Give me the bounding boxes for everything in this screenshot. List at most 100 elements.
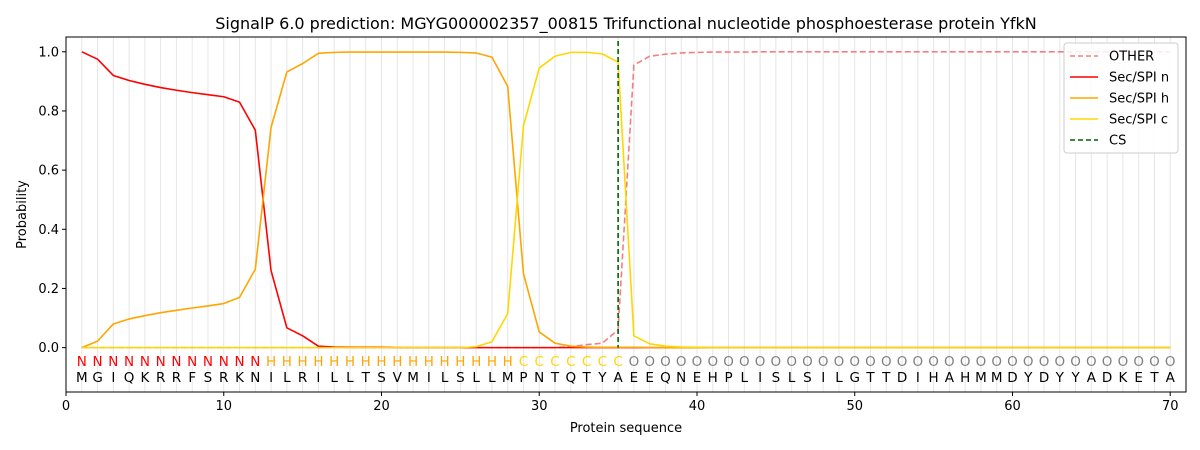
region-label: N bbox=[250, 354, 260, 370]
sequence-residue: K bbox=[235, 370, 245, 386]
sequence-residue: D bbox=[897, 370, 907, 386]
sequence-residue: L bbox=[835, 370, 843, 386]
region-label: O bbox=[1054, 354, 1065, 370]
sequence-residue: M bbox=[407, 370, 419, 386]
region-label: N bbox=[171, 354, 181, 370]
sequence-residue: A bbox=[1087, 370, 1097, 386]
sequence-residue: T bbox=[361, 370, 371, 386]
series-lines bbox=[81, 50, 1171, 349]
region-label: O bbox=[692, 354, 703, 370]
region-label: O bbox=[1007, 354, 1018, 370]
sequence-residue: S bbox=[204, 370, 213, 386]
region-label: C bbox=[613, 354, 622, 370]
legend-label: Sec/SPI h bbox=[1109, 92, 1169, 107]
sequence-residue: S bbox=[456, 370, 465, 386]
region-label: O bbox=[944, 354, 955, 370]
plot-frame bbox=[65, 36, 1187, 393]
sequence-residue: Q bbox=[124, 370, 135, 386]
region-label: O bbox=[660, 354, 671, 370]
sequence-residue: I bbox=[821, 370, 825, 386]
region-label: H bbox=[471, 354, 481, 370]
sequence-residue: E bbox=[693, 370, 702, 386]
region-label: C bbox=[550, 354, 559, 370]
region-label: H bbox=[329, 354, 339, 370]
y-tick-label: 0.4 bbox=[38, 223, 59, 238]
sequence-residue: Q bbox=[565, 370, 576, 386]
sequence-residue: T bbox=[865, 370, 875, 386]
sequence-residue: R bbox=[219, 370, 228, 386]
region-label: H bbox=[313, 354, 323, 370]
sequence-residue: P bbox=[724, 370, 732, 386]
legend-label: OTHER bbox=[1109, 50, 1154, 65]
region-label: O bbox=[881, 354, 892, 370]
region-label: H bbox=[440, 354, 450, 370]
region-label: C bbox=[582, 354, 591, 370]
sequence-residue: A bbox=[1166, 370, 1176, 386]
region-label: N bbox=[140, 354, 150, 370]
x-axis: 0 10 20 30 40 50 60 70 bbox=[62, 392, 1178, 414]
region-label: O bbox=[976, 354, 987, 370]
region-label: O bbox=[644, 354, 655, 370]
sequence-residue: F bbox=[188, 370, 196, 386]
sequence-residue: I bbox=[427, 370, 431, 386]
region-label: O bbox=[1023, 354, 1034, 370]
region-label: C bbox=[566, 354, 575, 370]
sequence-residue: K bbox=[140, 370, 150, 386]
sequence-residue: H bbox=[960, 370, 970, 386]
legend-label: Sec/SPI n bbox=[1109, 71, 1169, 86]
region-label: O bbox=[897, 354, 908, 370]
legend: OTHER Sec/SPI n Sec/SPI h Sec/SPI c CS bbox=[1063, 42, 1179, 154]
y-axis: 0.0 0.2 0.4 0.6 0.8 1.0 bbox=[38, 45, 66, 356]
region-label: H bbox=[503, 354, 513, 370]
y-tick-label: 0.8 bbox=[38, 104, 59, 119]
x-tick-label: 20 bbox=[373, 399, 390, 414]
sequence-residue: N bbox=[250, 370, 260, 386]
y-tick-label: 1.0 bbox=[38, 45, 59, 60]
x-tick-label: 50 bbox=[846, 399, 863, 414]
region-label: O bbox=[786, 354, 797, 370]
sequence-residue: N bbox=[534, 370, 544, 386]
sequence-residue: Q bbox=[660, 370, 671, 386]
region-label: O bbox=[1133, 354, 1144, 370]
sequence-residue: M bbox=[502, 370, 514, 386]
region-label: O bbox=[1165, 354, 1176, 370]
y-tick-label: 0.2 bbox=[38, 282, 59, 297]
region-label: N bbox=[187, 354, 197, 370]
sequence-residue: G bbox=[849, 370, 859, 386]
sequence-residue: P bbox=[519, 370, 527, 386]
sequence-residue: E bbox=[645, 370, 654, 386]
region-label: N bbox=[219, 354, 229, 370]
sequence-residue: L bbox=[472, 370, 480, 386]
sequence-residue: Y bbox=[1070, 370, 1080, 386]
sequence-residue: K bbox=[1118, 370, 1128, 386]
region-label: O bbox=[1086, 354, 1097, 370]
region-label: O bbox=[739, 354, 750, 370]
sequence-residue: M bbox=[991, 370, 1003, 386]
sequence-residue: T bbox=[550, 370, 560, 386]
region-label: C bbox=[535, 354, 544, 370]
region-label: O bbox=[849, 354, 860, 370]
region-label: N bbox=[203, 354, 213, 370]
legend-label: CS bbox=[1109, 134, 1126, 149]
y-axis-title: Probability bbox=[15, 180, 30, 249]
region-label: C bbox=[519, 354, 528, 370]
region-label: N bbox=[108, 354, 118, 370]
sequence-residue: S bbox=[377, 370, 386, 386]
x-axis-title: Protein sequence bbox=[570, 421, 682, 436]
region-label: O bbox=[755, 354, 766, 370]
region-label: N bbox=[124, 354, 134, 370]
sequence-residue: D bbox=[1007, 370, 1017, 386]
sequence-residue: L bbox=[441, 370, 449, 386]
region-label: O bbox=[1102, 354, 1113, 370]
x-tick-label: 40 bbox=[689, 399, 706, 414]
sequence-residue: I bbox=[758, 370, 762, 386]
y-tick-label: 0.0 bbox=[38, 341, 59, 356]
sequence-residue: N bbox=[676, 370, 686, 386]
sequence-residue: Y bbox=[1023, 370, 1033, 386]
sequence-residue: S bbox=[803, 370, 812, 386]
region-label: O bbox=[818, 354, 829, 370]
region-label: O bbox=[913, 354, 924, 370]
sequence-residue: I bbox=[111, 370, 115, 386]
x-tick-label: 30 bbox=[531, 399, 548, 414]
sequence-residue: L bbox=[283, 370, 291, 386]
